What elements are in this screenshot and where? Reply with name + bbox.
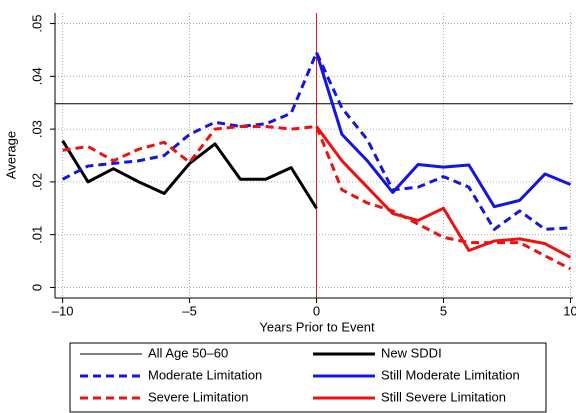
y-tick-label: .02 — [29, 173, 44, 191]
x-tick-label: –5 — [182, 303, 196, 318]
x-tick-label: 0 — [313, 303, 320, 318]
y-tick-label: .01 — [29, 226, 44, 244]
legend-label: New SDDI — [381, 345, 442, 360]
y-tick-label: .05 — [29, 15, 44, 33]
legend-label: Still Moderate Limitation — [381, 367, 520, 382]
y-tick-label: .03 — [29, 120, 44, 138]
y-axis-label: Average — [3, 131, 18, 179]
y-tick-label: .04 — [29, 67, 44, 85]
x-axis-label: Years Prior to Event — [259, 319, 375, 334]
x-tick-label: 5 — [440, 303, 447, 318]
legend-box — [69, 342, 547, 413]
series-line — [315, 52, 572, 209]
x-tick-label: –10 — [52, 303, 74, 318]
legend-label: Severe Limitation — [148, 389, 248, 404]
x-tick-label: 10 — [563, 303, 576, 318]
legend-label: Moderate Limitation — [148, 367, 262, 382]
series-line — [61, 139, 318, 210]
series-line — [315, 125, 572, 259]
y-tick-label: 0 — [29, 284, 44, 291]
legend-label: All Age 50–60 — [148, 345, 228, 360]
legend-label: Still Severe Limitation — [381, 389, 506, 404]
